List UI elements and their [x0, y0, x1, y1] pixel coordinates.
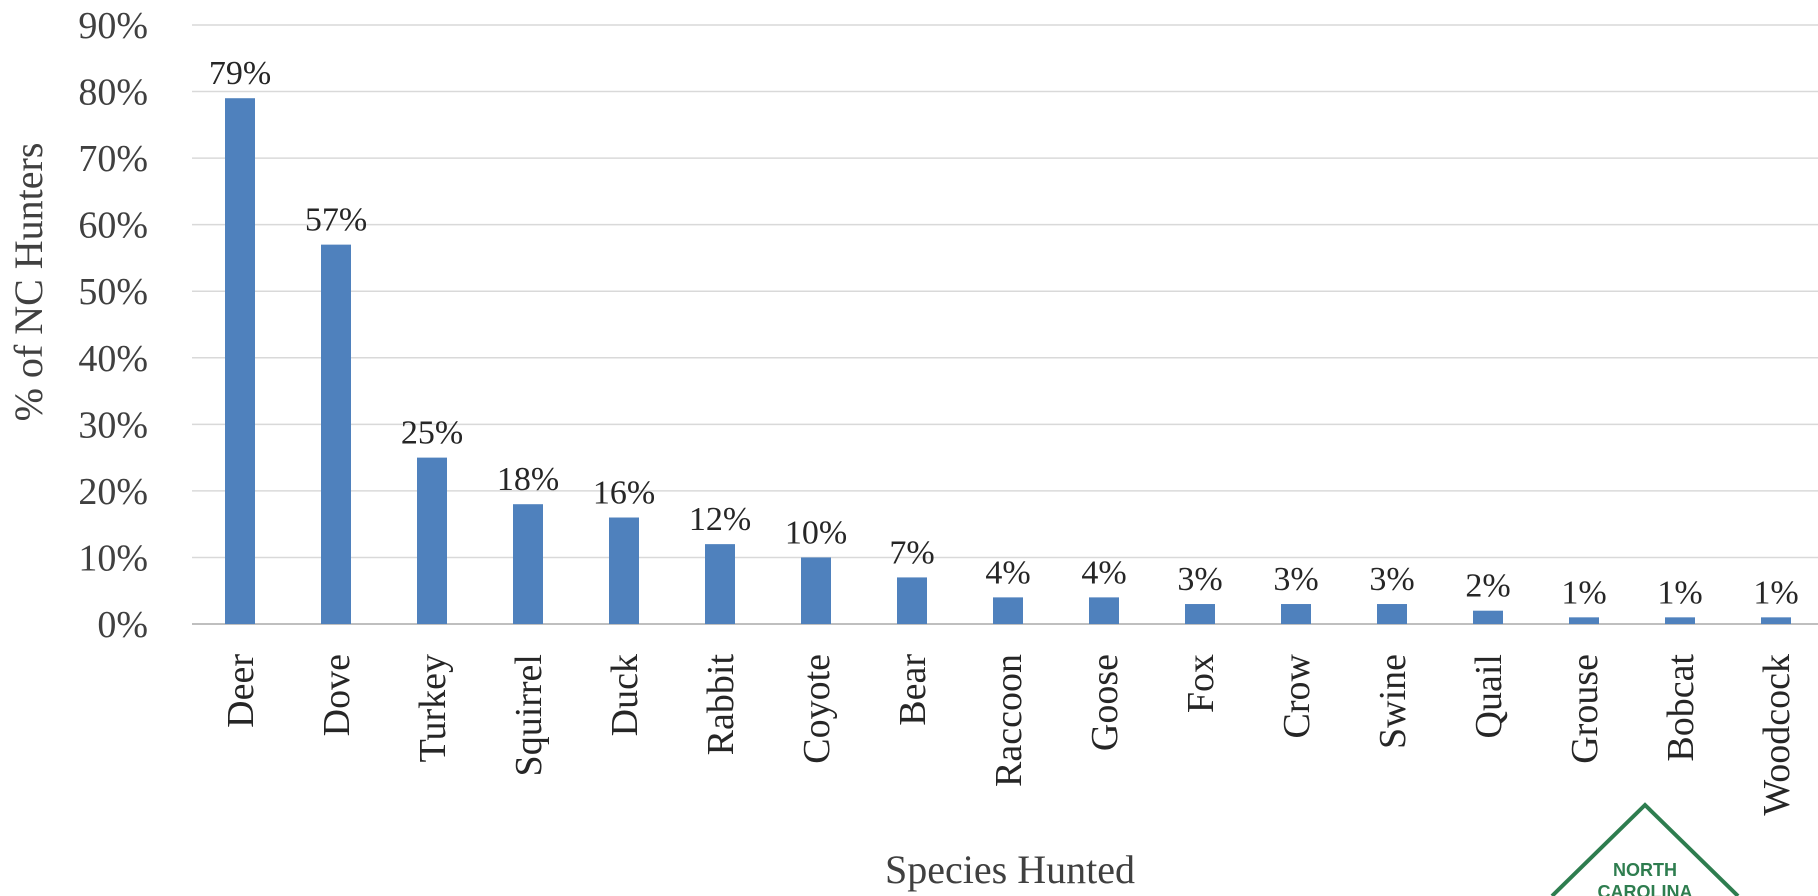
- bar-swine: [1377, 604, 1407, 624]
- bar-crow: [1281, 604, 1311, 624]
- data-labels: 79% 57% 25% 18% 16% 12% 10% 7% 4% 4% 3% 3% 3% 2% 1% 1% 1…: [209, 55, 1799, 611]
- category-label: Deer: [220, 654, 262, 728]
- y-tick-label: 80%: [78, 72, 148, 114]
- category-label: Goose: [1084, 654, 1126, 751]
- data-label: 16%: [593, 475, 655, 512]
- data-label: 10%: [785, 514, 847, 551]
- category-labels: Deer Dove Turkey Squirrel Duck Rabbit Coyote Be…: [220, 653, 1798, 815]
- data-label: 4%: [985, 554, 1030, 591]
- bar-raccoon: [993, 597, 1023, 624]
- data-label: 1%: [1657, 574, 1702, 611]
- bar-turkey: [417, 457, 447, 624]
- bars: [225, 98, 1791, 624]
- category-label: Turkey: [412, 654, 454, 762]
- data-label: 79%: [209, 55, 271, 92]
- bar-coyote: [801, 557, 831, 624]
- logo-line-carolina: CAROLINA: [1598, 882, 1693, 896]
- category-label: Fox: [1180, 654, 1222, 713]
- y-axis-ticks: 0% 10% 20% 30% 40% 50% 60% 70% 80% 90%: [78, 5, 148, 646]
- category-label: Squirrel: [508, 654, 550, 776]
- data-label: 25%: [401, 415, 463, 452]
- category-label: Rabbit: [700, 654, 742, 756]
- bar-woodcock: [1761, 617, 1791, 624]
- category-label: Coyote: [796, 654, 838, 764]
- category-label: Dove: [316, 654, 358, 736]
- y-tick-label: 70%: [78, 138, 148, 180]
- data-label: 1%: [1561, 574, 1606, 611]
- data-label: 3%: [1177, 561, 1222, 598]
- category-label: Swine: [1372, 654, 1414, 749]
- y-tick-label: 90%: [78, 5, 148, 47]
- logo-line-north: NORTH: [1613, 860, 1677, 880]
- y-tick-label: 50%: [78, 271, 148, 313]
- gridlines: [192, 24, 1818, 625]
- category-label: Woodcock: [1756, 654, 1798, 816]
- y-tick-label: 30%: [78, 404, 148, 446]
- data-label: 3%: [1369, 561, 1414, 598]
- category-label: Bear: [892, 654, 934, 726]
- category-label: Raccoon: [988, 654, 1030, 787]
- data-label: 3%: [1273, 561, 1318, 598]
- bar-fox: [1185, 604, 1215, 624]
- data-label: 12%: [689, 501, 751, 538]
- north-carolina-logo: NORTH CAROLINA: [1550, 802, 1740, 896]
- bar-bobcat: [1665, 617, 1695, 624]
- data-label: 2%: [1465, 568, 1510, 605]
- category-label: Duck: [604, 654, 646, 736]
- bar-bear: [897, 577, 927, 624]
- y-axis-title: % of NC Hunters: [6, 143, 51, 422]
- y-tick-label: 20%: [78, 471, 148, 513]
- y-tick-label: 40%: [78, 338, 148, 380]
- bar-quail: [1473, 610, 1503, 624]
- y-tick-label: 60%: [78, 205, 148, 247]
- x-axis-title: Species Hunted: [885, 847, 1135, 892]
- y-tick-label: 0%: [97, 604, 148, 646]
- data-label: 4%: [1081, 554, 1126, 591]
- y-tick-label: 10%: [78, 537, 148, 579]
- data-label: 18%: [497, 461, 559, 498]
- bar-duck: [609, 517, 639, 624]
- bar-rabbit: [705, 544, 735, 624]
- bar-dove: [321, 244, 351, 624]
- bar-squirrel: [513, 504, 543, 624]
- bar-goose: [1089, 597, 1119, 624]
- category-label: Grouse: [1564, 654, 1606, 764]
- data-label: 57%: [305, 202, 367, 239]
- bar-grouse: [1569, 617, 1599, 624]
- category-label: Bobcat: [1660, 654, 1702, 762]
- category-label: Quail: [1468, 654, 1510, 738]
- data-label: 1%: [1753, 574, 1798, 611]
- bar-deer: [225, 98, 255, 624]
- data-label: 7%: [889, 534, 934, 571]
- category-label: Crow: [1276, 653, 1318, 738]
